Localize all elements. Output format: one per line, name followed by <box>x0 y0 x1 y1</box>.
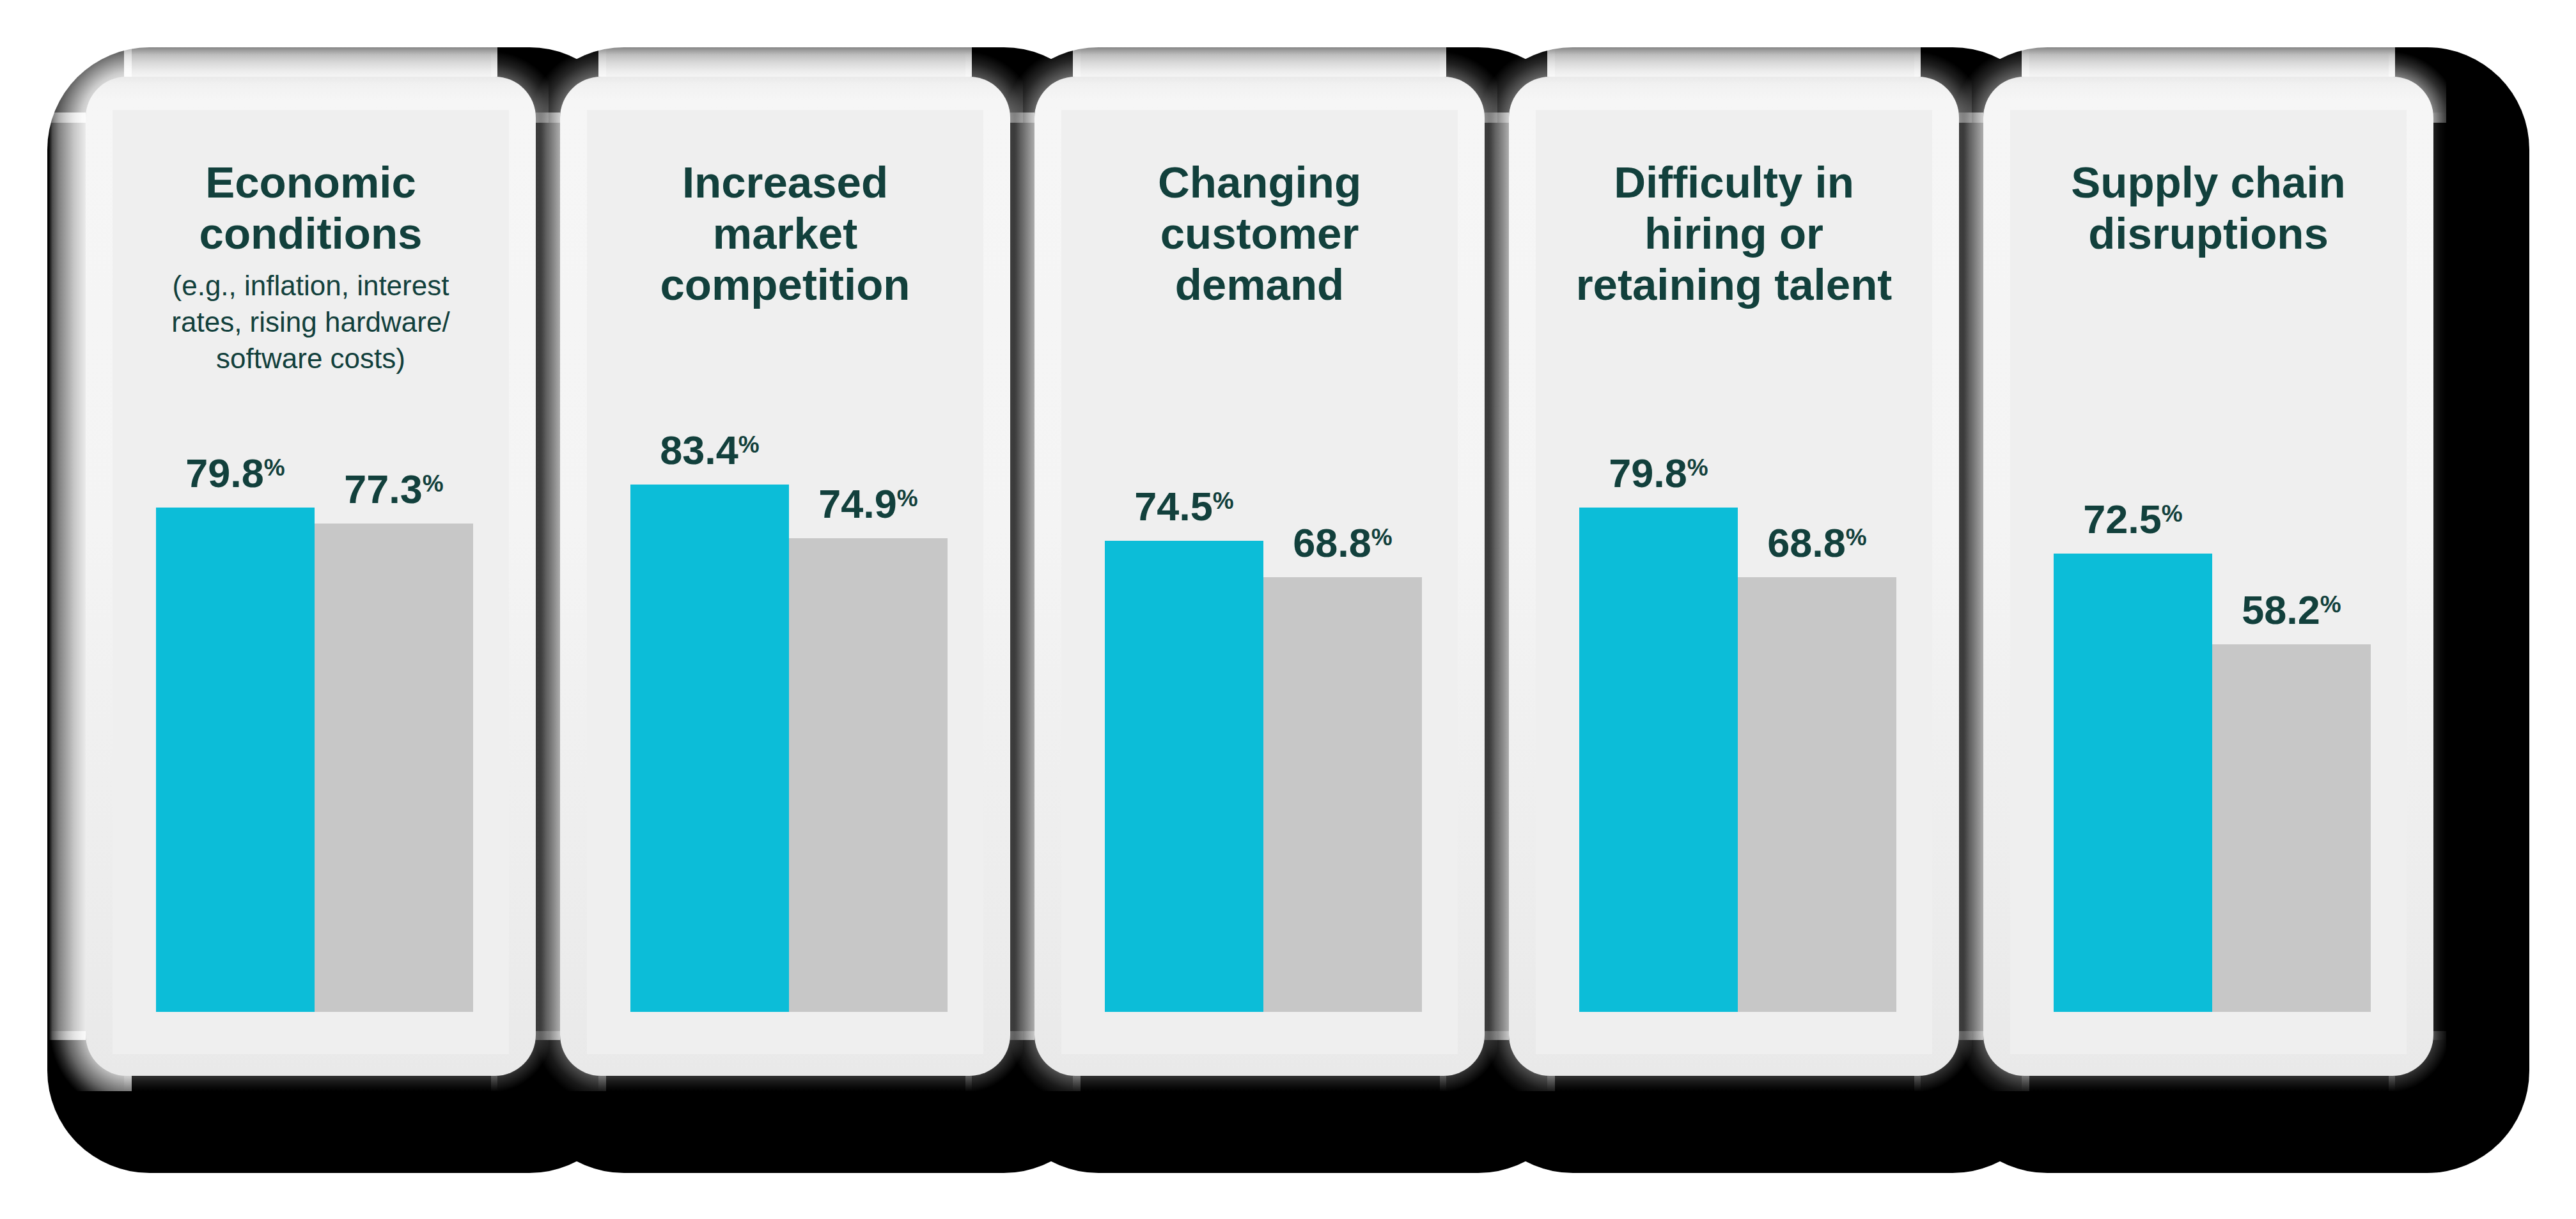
category-card: Increased market competition 83.4% 74.9% <box>560 77 1010 1076</box>
primary-bar <box>156 508 315 1012</box>
primary-value-label: 83.4% <box>627 422 793 473</box>
secondary-value-label: 68.8% <box>1260 515 1426 566</box>
category-title: Changing customer demand <box>1034 157 1485 311</box>
percent-sign: % <box>264 454 285 481</box>
primary-bar <box>2054 554 2212 1012</box>
category-title: Supply chain disruptions <box>1983 157 2433 260</box>
category-title: Economic conditions <box>86 157 536 260</box>
primary-bar <box>630 485 789 1012</box>
primary-value-label: 74.5% <box>1101 478 1267 529</box>
secondary-value-label: 77.3% <box>311 461 477 512</box>
category-card: Supply chain disruptions 72.5% 58.2% <box>1983 77 2433 1076</box>
secondary-bar <box>2212 644 2371 1012</box>
secondary-value-label: 74.9% <box>785 476 951 527</box>
percent-sign: % <box>1213 488 1234 514</box>
category-title: Difficulty in hiring or retaining talent <box>1509 157 1959 311</box>
primary-bar <box>1105 541 1263 1012</box>
primary-value-label: 79.8% <box>152 445 318 496</box>
secondary-bar <box>789 538 948 1012</box>
percent-sign: % <box>897 485 918 511</box>
percent-sign: % <box>2320 591 2341 617</box>
percent-sign: % <box>1687 454 1708 481</box>
category-card: Changing customer demand 74.5% 68.8% <box>1034 77 1485 1076</box>
category-card: Difficulty in hiring or retaining talent… <box>1509 77 1959 1076</box>
primary-value-label: 79.8% <box>1575 445 1742 496</box>
infographic-stage: Economic conditions (e.g., inflation, in… <box>0 0 2576 1219</box>
primary-value-label: 72.5% <box>2050 491 2216 542</box>
secondary-bar <box>1263 577 1422 1012</box>
secondary-value-label: 58.2% <box>2208 582 2375 633</box>
percent-sign: % <box>2162 501 2183 527</box>
percent-sign: % <box>423 470 444 497</box>
percent-sign: % <box>1846 524 1867 550</box>
percent-sign: % <box>1371 524 1393 550</box>
secondary-bar <box>315 524 473 1012</box>
percent-sign: % <box>738 431 760 458</box>
category-title: Increased market competition <box>560 157 1010 311</box>
category-subtitle: (e.g., inflation, interest rates, rising… <box>86 267 536 377</box>
primary-bar <box>1579 508 1738 1012</box>
secondary-bar <box>1738 577 1896 1012</box>
category-card: Economic conditions (e.g., inflation, in… <box>86 77 536 1076</box>
secondary-value-label: 68.8% <box>1734 515 1900 566</box>
